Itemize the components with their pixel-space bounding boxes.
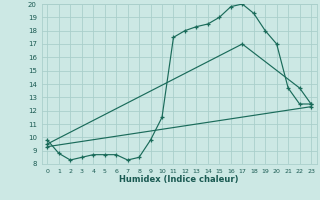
X-axis label: Humidex (Indice chaleur): Humidex (Indice chaleur) — [119, 175, 239, 184]
